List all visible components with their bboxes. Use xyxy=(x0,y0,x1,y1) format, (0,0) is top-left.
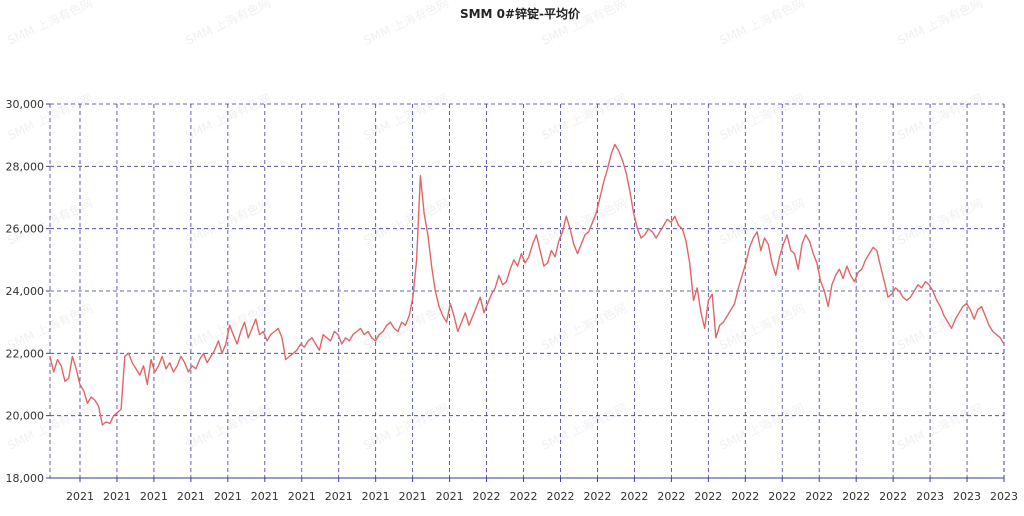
watermark: SMM 上海有色网 xyxy=(895,300,985,353)
x-tick-label: 2022 xyxy=(510,490,538,503)
x-tick-label: 2021 xyxy=(288,490,316,503)
x-tick-label: 2021 xyxy=(325,490,353,503)
watermark: SMM 上海有色网 xyxy=(717,90,807,143)
y-tick-label: 24,000 xyxy=(6,285,45,298)
x-tick-label: 2023 xyxy=(916,490,944,503)
watermark-layer: SMM 上海有色网 SMM 上海有色网 SMM 上海有色网 SMM 上海有色网 SMM … xyxy=(5,0,985,453)
x-tick-label: 2021 xyxy=(436,490,464,503)
x-tick-label: 2023 xyxy=(990,490,1018,503)
x-tick-label: 2022 xyxy=(768,490,796,503)
watermark: SMM 上海有色网 xyxy=(5,0,95,48)
x-tick-label: 2022 xyxy=(473,490,501,503)
x-tick-label: 2022 xyxy=(583,490,611,503)
watermark: SMM 上海有色网 xyxy=(539,300,629,353)
x-axis: 2021 2021 2021 2021 2021 2021 2021 2021 2021 2021… xyxy=(50,477,1018,503)
x-tick-label: 2022 xyxy=(620,490,648,503)
x-tick-label: 2021 xyxy=(103,490,131,503)
y-tick-label: 30,000 xyxy=(6,98,45,111)
series-layer xyxy=(49,143,1005,426)
watermark: SMM 上海有色网 xyxy=(539,195,629,248)
x-tick-label: 2022 xyxy=(731,490,759,503)
x-tick-label: 2021 xyxy=(177,490,205,503)
y-axis: 30,000 28,000 26,000 24,000 22,000 20,000 18,0… xyxy=(6,98,50,485)
y-tick-label: 26,000 xyxy=(6,223,45,236)
x-tick-label: 2022 xyxy=(694,490,722,503)
x-tick-label: 2022 xyxy=(657,490,685,503)
watermark: SMM 上海有色网 xyxy=(361,195,451,248)
watermark: SMM 上海有色网 xyxy=(361,300,451,353)
x-tick-label: 2022 xyxy=(879,490,907,503)
watermark: SMM 上海有色网 xyxy=(895,90,985,143)
y-tick-label: 18,000 xyxy=(6,472,45,485)
x-tick-label: 2021 xyxy=(251,490,279,503)
watermark: SMM 上海有色网 xyxy=(717,195,807,248)
watermark: SMM 上海有色网 xyxy=(895,400,985,453)
x-tick-label: 2021 xyxy=(66,490,94,503)
watermark: SMM 上海有色网 xyxy=(361,90,451,143)
watermark: SMM 上海有色网 xyxy=(361,0,451,48)
watermark: SMM 上海有色网 xyxy=(717,0,807,48)
x-tick-label: 2022 xyxy=(842,490,870,503)
x-tick-label: 2021 xyxy=(399,490,427,503)
grid-layer xyxy=(49,103,1005,479)
watermark: SMM 上海有色网 xyxy=(361,400,451,453)
x-tick-label: 2023 xyxy=(953,490,981,503)
chart-title: SMM 0#锌锭-平均价 xyxy=(460,6,581,21)
series-line xyxy=(49,143,1005,426)
y-tick-label: 20,000 xyxy=(6,410,45,423)
watermark: SMM 上海有色网 xyxy=(183,0,273,48)
watermark: SMM 上海有色网 xyxy=(717,400,807,453)
y-tick-label: 22,000 xyxy=(6,347,45,360)
watermark: SMM 上海有色网 xyxy=(895,195,985,248)
x-tick-label: 2021 xyxy=(362,490,390,503)
watermark: SMM 上海有色网 xyxy=(539,400,629,453)
x-tick-label: 2021 xyxy=(140,490,168,503)
x-tick-label: 2022 xyxy=(805,490,833,503)
x-tick-label: 2022 xyxy=(546,490,574,503)
watermark: SMM 上海有色网 xyxy=(539,90,629,143)
y-tick-label: 28,000 xyxy=(6,160,45,173)
watermark: SMM 上海有色网 xyxy=(717,300,807,353)
x-tick-label: 2021 xyxy=(214,490,242,503)
watermark: SMM 上海有色网 xyxy=(895,0,985,48)
